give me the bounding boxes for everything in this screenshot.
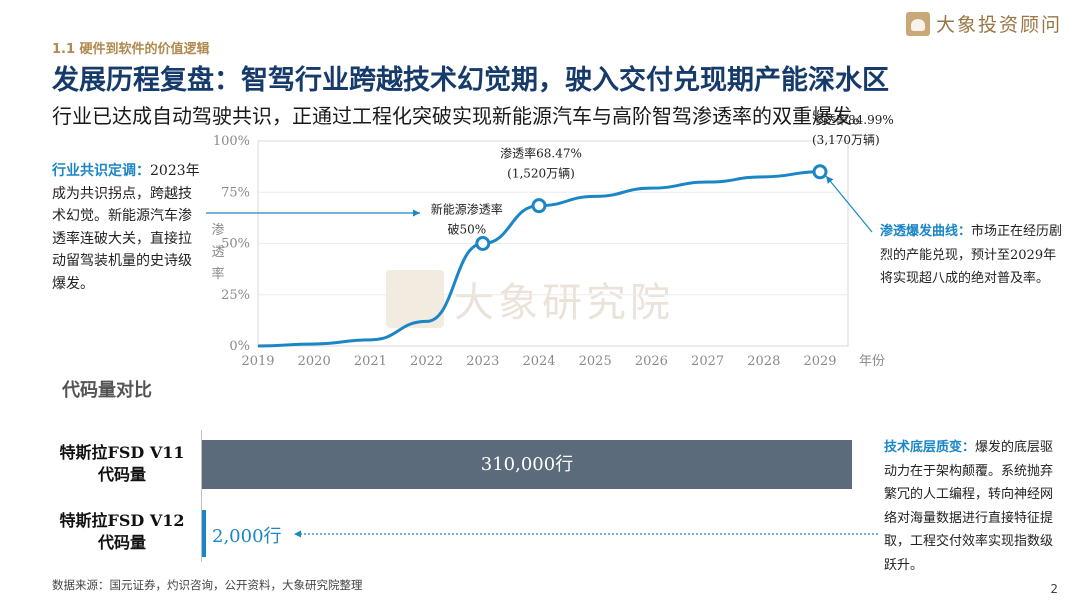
arrow-line (825, 175, 873, 233)
elephant-logo-icon (905, 11, 930, 36)
left-note-highlight: 行业共识定调： (52, 163, 150, 179)
watermark: 大象研究院 (386, 270, 674, 328)
x-tick-label: 2019 (241, 354, 274, 369)
data-source: 数据来源：国元证券，灼识咨询，公开资料，大象研究院整理 (52, 578, 363, 592)
y-label-char: 率 (211, 266, 224, 282)
x-axis-ticks: 2019 2020 2021 2022 2023 2024 2025 2026 2027 2028… (241, 354, 836, 369)
x-tick-label: 2029 (803, 354, 836, 369)
left-note-text: 2023年成为共识拐点，跨越技术幻觉。新能源汽车渗透率连破大关，直接拉动留驾装机… (52, 163, 200, 292)
bar-label-v11-line1: 特斯拉FSD V11 (59, 443, 185, 462)
bar-label-v11-line2: 代码量 (97, 465, 146, 484)
bar-label-v11: 特斯拉FSD V11 代码量 (52, 442, 192, 486)
bar-v12 (202, 510, 207, 557)
right-note: 渗透爆发曲线：市场正在经历剧烈的产能兑现，预计至2029年将实现超八成的绝对普及… (880, 220, 1066, 291)
bar-v11-value: 310,000行 (480, 454, 574, 475)
x-tick-label: 2024 (522, 354, 555, 369)
y-tick-label: 100% (213, 134, 250, 149)
data-point-marker (531, 198, 547, 214)
x-tick-label: 2020 (298, 354, 331, 369)
bar-v12-value: 2,000行 (212, 526, 282, 547)
y-label-char: 透 (211, 245, 224, 260)
brand-logo: 大象投资顾问 (905, 10, 1062, 37)
x-tick-label: 2025 (579, 354, 612, 369)
y-tick-label: 50% (221, 237, 250, 252)
callout-arrow-right (825, 175, 873, 233)
page-number: 2 (1050, 582, 1058, 596)
tech-note-highlight: 技术底层质变： (884, 440, 976, 455)
brand-name: 大象投资顾问 (935, 14, 1062, 36)
y-label-char: 渗 (211, 223, 224, 238)
bar-label-v12: 特斯拉FSD V12 代码量 (52, 510, 192, 554)
data-point-marker (475, 236, 491, 251)
bar-label-v12-line2: 代码量 (97, 533, 146, 552)
marker-annotation-line: (3,170万辆) (812, 133, 880, 147)
y-axis-label: 渗透率 (211, 223, 224, 282)
series-markers (475, 164, 828, 251)
marker-annotation-line: 新能源渗透率 (431, 202, 503, 217)
tech-note: 技术底层质变：爆发的底层驱动力在于架构颠覆。系统抛弃繁冗的人工编程，转向神经网络… (884, 436, 1064, 577)
page-subtitle: 行业已达成自动驾驶共识，正通过工程化突破实现新能源汽车与高阶智驾渗透率的双重爆发… (52, 104, 872, 128)
x-axis-label: 年份 (859, 354, 885, 369)
data-point-marker (812, 164, 828, 180)
bar-v11: 310,000行 (202, 440, 852, 489)
section-label: 1.1 硬件到软件的价值逻辑 (52, 42, 210, 57)
bar-axis-line (201, 430, 202, 562)
series-line (257, 170, 821, 348)
watermark-text: 大象研究院 (454, 280, 674, 326)
right-note-highlight: 渗透爆发曲线： (880, 224, 972, 239)
x-tick-label: 2026 (635, 354, 668, 369)
y-axis-ticks: 0% 25% 50% 75% 100% (213, 134, 250, 354)
page-title: 发展历程复盘：智驾行业跨越技术幻觉期，驶入交付兑现期产能深水区 (52, 65, 889, 96)
marker-annotation-line: 破50% (447, 222, 486, 237)
marker-annotation-line: 渗透率84.99% (812, 112, 894, 127)
x-tick-label: 2028 (747, 354, 780, 369)
marker-annotation-line: (1,520万辆) (507, 167, 575, 181)
y-tick-label: 25% (221, 288, 250, 303)
x-tick-label: 2021 (354, 354, 387, 369)
right-note-text: 市场正在经历剧烈的产能兑现，预计至2029年将实现超八成的绝对普及率。 (880, 224, 1063, 286)
chart-grid (257, 140, 849, 347)
y-tick-label: 75% (221, 185, 250, 200)
bar-label-v12-line1: 特斯拉FSD V12 (59, 511, 185, 530)
y-tick-label: 0% (229, 339, 250, 354)
code-chart-title: 代码量对比 (62, 380, 152, 401)
x-tick-label: 2022 (410, 354, 443, 369)
x-tick-label: 2027 (691, 354, 724, 369)
tech-note-text: 爆发的底层驱动力在于架构颠覆。系统抛弃繁冗的人工编程，转向神经网络对海量数据进行… (884, 440, 1054, 573)
marker-annotation-line: 渗透率68.47% (500, 146, 582, 161)
x-tick-label: 2023 (466, 354, 499, 369)
left-note: 行业共识定调：2023年成为共识拐点，跨越技术幻觉。新能源汽车渗透率连破大关，直… (52, 160, 204, 295)
